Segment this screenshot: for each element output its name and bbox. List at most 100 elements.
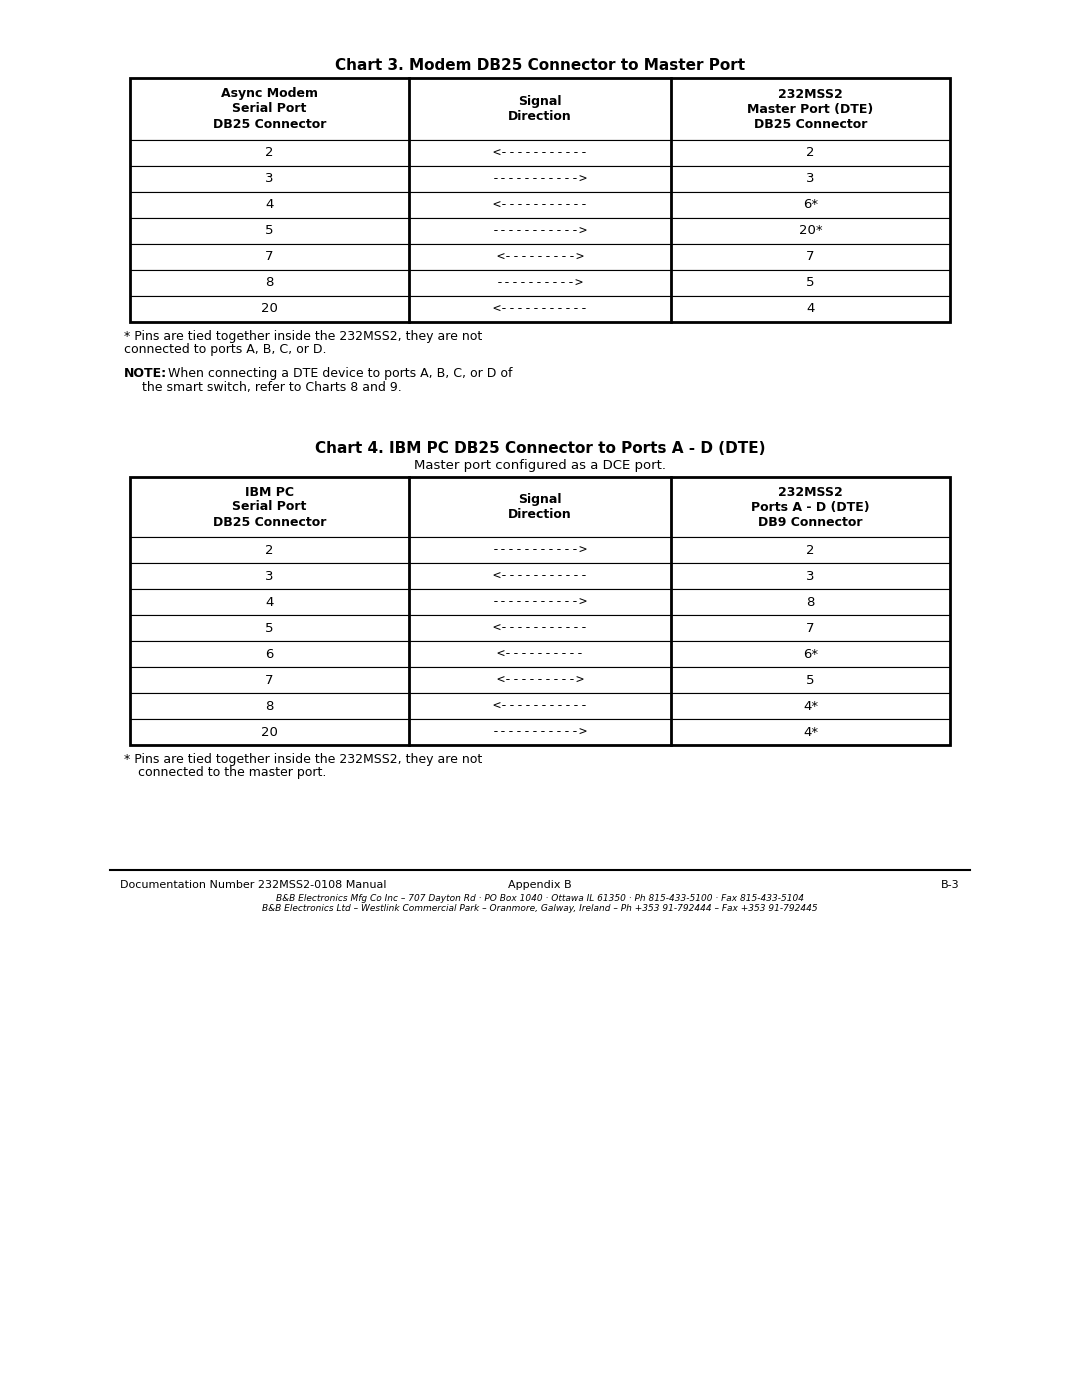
Bar [409, 191, 671, 218]
Bar [130, 270, 409, 296]
Bar [671, 590, 950, 615]
Text: 2: 2 [807, 543, 814, 556]
Bar [409, 719, 671, 745]
Text: When connecting a DTE device to ports A, B, C, or D of: When connecting a DTE device to ports A,… [164, 367, 513, 380]
Bar [409, 536, 671, 563]
Text: 8: 8 [266, 277, 273, 289]
Text: Master port configured as a DCE port.: Master port configured as a DCE port. [414, 460, 666, 472]
Text: 7: 7 [807, 250, 814, 264]
Text: <--------->: <---------> [496, 673, 584, 686]
Text: 3: 3 [807, 570, 814, 583]
Text: ----------->: -----------> [492, 595, 588, 609]
Text: <--------->: <---------> [496, 250, 584, 264]
Text: 4: 4 [807, 303, 814, 316]
Bar [409, 218, 671, 244]
Text: 6*: 6* [804, 198, 819, 211]
Text: 6: 6 [266, 647, 273, 661]
Bar [130, 693, 409, 719]
Text: * Pins are tied together inside the 232MSS2, they are not: * Pins are tied together inside the 232M… [124, 330, 483, 344]
Text: 4*: 4* [804, 725, 819, 739]
Text: 3: 3 [266, 570, 273, 583]
Text: <-----------: <----------- [492, 700, 588, 712]
Text: ---------->: ----------> [496, 277, 584, 289]
Text: 20*: 20* [799, 225, 822, 237]
Text: 7: 7 [807, 622, 814, 634]
Text: <-----------: <----------- [492, 303, 588, 316]
Text: Chart 4. IBM PC DB25 Connector to Ports A - D (DTE): Chart 4. IBM PC DB25 Connector to Ports … [314, 441, 766, 455]
Text: 5: 5 [266, 225, 273, 237]
Bar [671, 693, 950, 719]
Bar [671, 719, 950, 745]
Text: <-----------: <----------- [492, 147, 588, 159]
Text: connected to the master port.: connected to the master port. [138, 766, 326, 780]
Bar [409, 590, 671, 615]
Text: 4: 4 [266, 198, 273, 211]
Bar [671, 641, 950, 666]
Text: <-----------: <----------- [492, 570, 588, 583]
Text: ----------->: -----------> [492, 543, 588, 556]
Bar [671, 296, 950, 321]
Text: * Pins are tied together inside the 232MSS2, they are not: * Pins are tied together inside the 232M… [124, 753, 483, 766]
Bar [130, 140, 409, 166]
Bar [671, 615, 950, 641]
Text: ----------->: -----------> [492, 725, 588, 739]
Text: IBM PC
Serial Port
DB25 Connector: IBM PC Serial Port DB25 Connector [213, 486, 326, 528]
Bar [409, 563, 671, 590]
Bar [130, 296, 409, 321]
Text: ----------->: -----------> [492, 172, 588, 186]
Text: 2: 2 [266, 543, 273, 556]
Text: Appendix B: Appendix B [509, 880, 571, 890]
Text: B-3: B-3 [942, 880, 960, 890]
Bar [671, 78, 950, 140]
Bar [130, 615, 409, 641]
Text: Signal
Direction: Signal Direction [508, 493, 572, 521]
Text: 20: 20 [261, 725, 278, 739]
Text: Async Modem
Serial Port
DB25 Connector: Async Modem Serial Port DB25 Connector [213, 88, 326, 130]
Bar [671, 476, 950, 536]
Bar [671, 666, 950, 693]
Text: 5: 5 [266, 622, 273, 634]
Text: the smart switch, refer to Charts 8 and 9.: the smart switch, refer to Charts 8 and … [138, 381, 402, 394]
Bar [409, 666, 671, 693]
Bar [409, 270, 671, 296]
Text: 232MSS2
Master Port (DTE)
DB25 Connector: 232MSS2 Master Port (DTE) DB25 Connector [747, 88, 874, 130]
Bar [130, 590, 409, 615]
Bar [130, 78, 950, 321]
Bar [130, 641, 409, 666]
Bar [130, 218, 409, 244]
Text: 4: 4 [266, 595, 273, 609]
Text: 20: 20 [261, 303, 278, 316]
Bar [409, 641, 671, 666]
Text: 3: 3 [807, 172, 814, 186]
Text: Documentation Number 232MSS2-0108 Manual: Documentation Number 232MSS2-0108 Manual [120, 880, 387, 890]
Bar [130, 536, 409, 563]
Bar [671, 536, 950, 563]
Bar [130, 563, 409, 590]
Text: 8: 8 [807, 595, 814, 609]
Text: 8: 8 [266, 700, 273, 712]
Text: 4*: 4* [804, 700, 819, 712]
Text: 5: 5 [807, 673, 814, 686]
Text: 6*: 6* [804, 647, 819, 661]
Text: 2: 2 [807, 147, 814, 159]
Bar [409, 166, 671, 191]
Bar [671, 244, 950, 270]
Bar [409, 476, 671, 536]
Text: <-----------: <----------- [492, 622, 588, 634]
Text: 3: 3 [266, 172, 273, 186]
Bar [671, 218, 950, 244]
Bar [130, 719, 409, 745]
Text: Signal
Direction: Signal Direction [508, 95, 572, 123]
Bar [409, 296, 671, 321]
Bar [409, 615, 671, 641]
Bar [130, 244, 409, 270]
Bar [130, 476, 409, 536]
Bar [409, 244, 671, 270]
Bar [409, 140, 671, 166]
Bar [130, 78, 409, 140]
Bar [671, 191, 950, 218]
Bar [130, 666, 409, 693]
Text: 2: 2 [266, 147, 273, 159]
Bar [671, 563, 950, 590]
Text: ----------->: -----------> [492, 225, 588, 237]
